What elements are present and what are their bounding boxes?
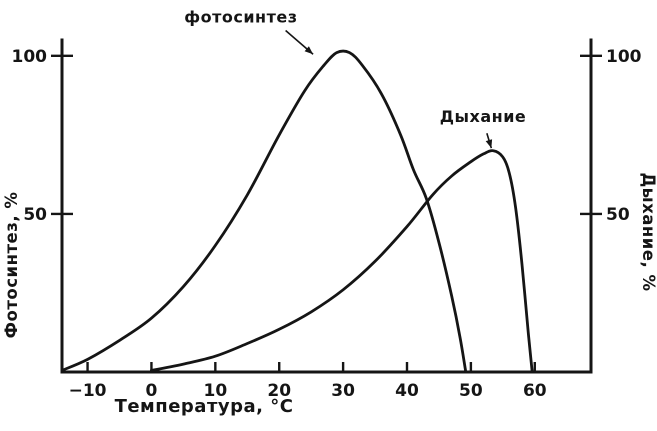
x-axis-tick-label: 40 [395,381,419,401]
x-axis-tick-label: 50 [459,381,483,401]
annotation-arrowhead-photosynthesis-label [304,46,314,55]
x-axis-tick-label: 60 [523,381,547,401]
x-axis-tick-label: 30 [331,381,355,401]
y-axis-right-tick-label: 100 [606,47,642,67]
y-axis-right-tick-label: 50 [606,205,630,225]
axes-frame [60,38,593,374]
y-axis-left-tick-label: 50 [23,205,47,225]
curve-photosynthesis [60,49,468,374]
y-axis-left-title: Фотосинтез, % [2,192,21,339]
x-axis-tick-label: −10 [69,381,107,401]
x-axis-tick-label: 20 [267,381,291,401]
y-axis-left-tick-label: 100 [12,47,48,67]
x-axis-title: Температура, °C [115,396,294,417]
annotation-photosynthesis-label: фотосинтез [184,8,297,27]
annotation-arrowhead-respiration-label [485,139,493,149]
y-axis-right-title: Дыхание, % [639,172,657,291]
annotation-respiration-label: Дыхание [440,107,526,126]
curve-respiration [150,149,534,374]
x-axis-tick-label: 0 [146,381,158,401]
x-axis-tick-label: 10 [203,381,227,401]
